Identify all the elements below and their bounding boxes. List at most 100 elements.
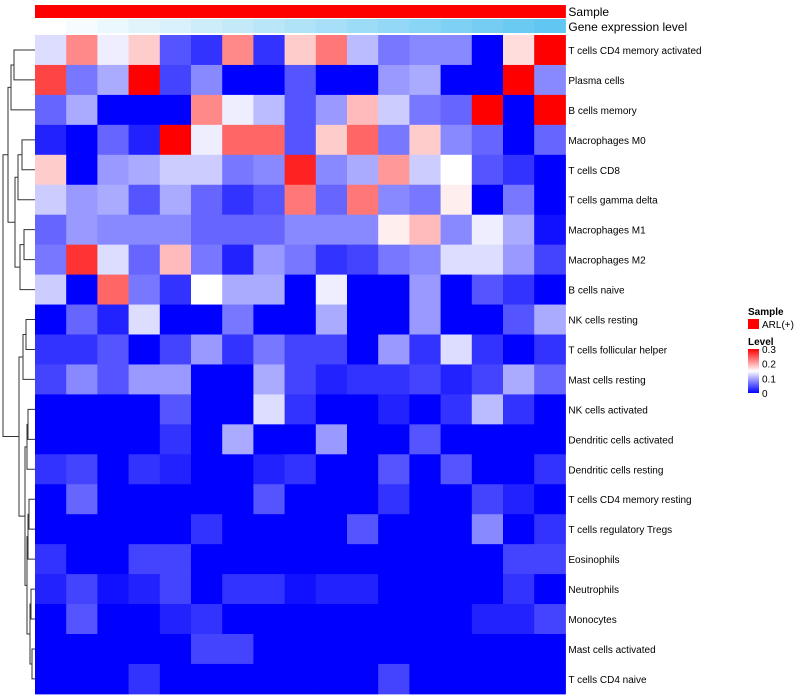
gene-expression-annotation-cell <box>471 19 504 33</box>
heatmap-cell <box>35 64 67 96</box>
heatmap-cell <box>440 424 473 455</box>
heatmap-cell <box>66 634 98 665</box>
heatmap-cell <box>315 334 348 365</box>
heatmap-cell <box>503 35 535 66</box>
gene-expression-annotation-cell <box>253 19 286 33</box>
heatmap-cell <box>503 424 535 455</box>
gene-expression-annotation-cell <box>128 19 161 33</box>
heatmap-cell <box>191 663 223 695</box>
heatmap-cell <box>97 214 130 246</box>
heatmap-cell <box>440 484 473 515</box>
heatmap-cell <box>253 514 286 545</box>
heatmap-cell <box>534 514 566 545</box>
heatmap-cell <box>378 124 410 156</box>
heatmap-cell <box>534 394 566 425</box>
heatmap-cell <box>159 514 192 545</box>
heatmap-cell <box>66 424 98 455</box>
heatmap-cell <box>315 574 348 605</box>
heatmap-cell <box>66 214 98 246</box>
heatmap-cell <box>35 244 67 276</box>
heatmap-cell <box>159 574 192 605</box>
legend-sample-label: ARL(+) <box>762 320 794 331</box>
heatmap-cell <box>97 574 130 605</box>
heatmap-cell <box>284 64 317 96</box>
heatmap-cell <box>35 604 67 635</box>
heatmap-cell <box>534 304 566 335</box>
heatmap-cell <box>534 124 566 156</box>
heatmap-cell <box>66 663 98 695</box>
heatmap-cell <box>378 514 410 545</box>
heatmap-cell <box>440 214 473 246</box>
heatmap-cell <box>471 274 504 306</box>
heatmap-cell <box>503 364 535 395</box>
heatmap-cell <box>440 184 473 216</box>
heatmap-cell <box>284 663 317 695</box>
heatmap-cell <box>440 244 473 276</box>
heatmap-cell <box>159 424 192 455</box>
heatmap-cell <box>97 424 130 455</box>
heatmap-cell <box>66 94 98 126</box>
heatmap-cell <box>159 634 192 665</box>
heatmap-cell <box>534 274 566 306</box>
heatmap-cell <box>222 424 254 455</box>
heatmap-cell <box>35 124 67 156</box>
sample-annotation-cell <box>503 5 535 18</box>
heatmap-cell <box>159 544 192 575</box>
heatmap-cell <box>315 484 348 515</box>
heatmap-cell <box>409 484 442 515</box>
heatmap-cell <box>471 334 504 365</box>
heatmap-cell <box>128 364 161 395</box>
heatmap-cell <box>315 274 348 306</box>
heatmap-cell <box>471 214 504 246</box>
heatmap-cell <box>440 514 473 545</box>
heatmap-cell <box>409 35 442 66</box>
heatmap-cell <box>471 484 504 515</box>
heatmap-cell <box>503 124 535 156</box>
heatmap-cell <box>440 304 473 335</box>
heatmap-cell <box>378 454 410 485</box>
heatmap-cell <box>315 514 348 545</box>
heatmap-cell <box>222 634 254 665</box>
heatmap-cell <box>97 364 130 395</box>
heatmap-cell <box>191 394 223 425</box>
sample-annotation-cell <box>534 5 566 18</box>
heatmap-cell <box>347 394 379 425</box>
heatmap-cell <box>378 364 410 395</box>
heatmap-cell <box>222 304 254 335</box>
heatmap-cell <box>159 244 192 276</box>
heatmap-cell <box>347 94 379 126</box>
heatmap-cell <box>222 364 254 395</box>
gene-expression-annotation-cell <box>315 19 348 33</box>
heatmap-cell <box>471 94 504 126</box>
sample-annotation-cell <box>159 5 192 18</box>
heatmap-cell <box>128 304 161 335</box>
heatmap-cell <box>97 154 130 186</box>
heatmap-cell <box>191 214 223 246</box>
row-label: NK cells resting <box>568 316 637 327</box>
heatmap-cell <box>503 634 535 665</box>
heatmap-cell <box>409 663 442 695</box>
sample-annotation-cell <box>440 5 473 18</box>
heatmap-cell <box>222 514 254 545</box>
heatmap-cell <box>409 274 442 306</box>
row-label: T cells follicular helper <box>568 345 667 356</box>
heatmap-cell <box>128 244 161 276</box>
heatmap-cell <box>128 574 161 605</box>
heatmap-cell <box>347 574 379 605</box>
row-label: Macrophages M0 <box>568 136 646 147</box>
heatmap-cell <box>66 364 98 395</box>
heatmap-cell <box>35 484 67 515</box>
dendrogram-branch <box>25 319 35 350</box>
heatmap-cell <box>128 394 161 425</box>
heatmap-cell <box>347 35 379 66</box>
heatmap-cell <box>347 514 379 545</box>
heatmap-cell <box>409 604 442 635</box>
heatmap-cell <box>66 334 98 365</box>
heatmap-cell <box>471 634 504 665</box>
heatmap-cell <box>35 35 67 66</box>
heatmap-cell <box>253 334 286 365</box>
heatmap-cell <box>128 124 161 156</box>
heatmap-cell <box>315 94 348 126</box>
heatmap-cell <box>347 304 379 335</box>
gene-expression-annotation-cell <box>503 19 535 33</box>
